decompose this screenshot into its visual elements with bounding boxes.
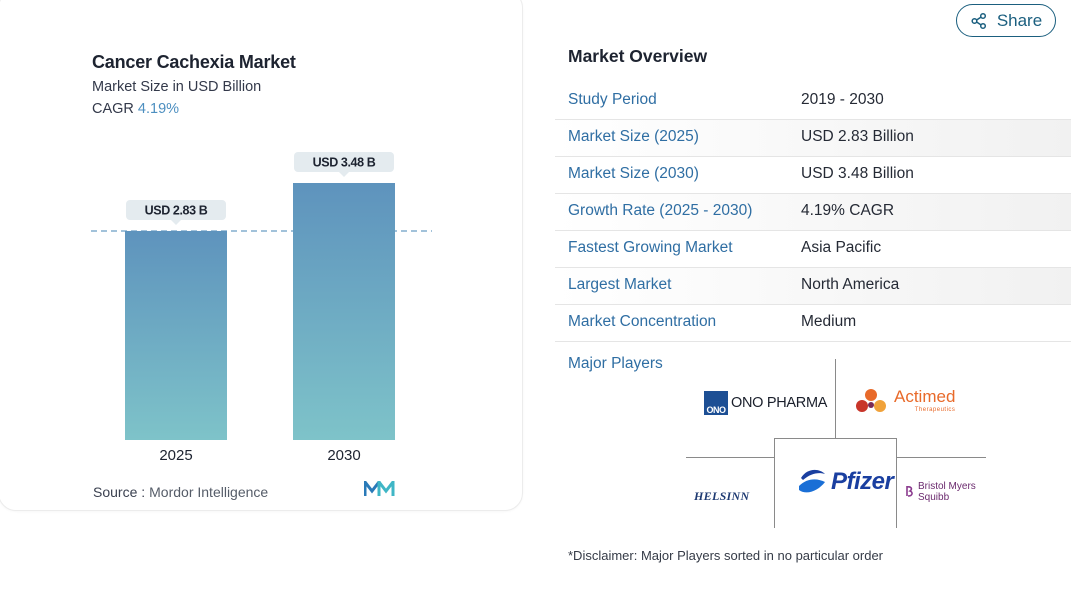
divider: [686, 457, 775, 458]
disclaimer: *Disclaimer: Major Players sorted in no …: [568, 548, 884, 563]
pfizer-logo-icon: [799, 469, 825, 493]
helsinn-logo-text: HELSINN: [694, 489, 750, 503]
overview-row: Market Size (2025) USD 2.83 Billion: [555, 120, 1071, 157]
overview-value: USD 2.83 Billion: [801, 128, 914, 145]
chart-subtitle: Market Size in USD Billion: [92, 79, 262, 95]
overview-table: Study Period 2019 - 2030 Market Size (202…: [555, 83, 1071, 342]
overview-value: 4.19% CAGR: [801, 202, 895, 219]
share-button[interactable]: Share: [956, 4, 1056, 37]
chart-title: Cancer Cachexia Market: [92, 52, 296, 72]
overview-title: Market Overview: [568, 46, 708, 66]
overview-value: USD 3.48 Billion: [801, 165, 914, 182]
bms-logo-line1: Bristol Myers: [918, 481, 976, 492]
data-label: USD 2.83 B: [145, 204, 208, 218]
ono-logo-text: ONO PHARMA: [731, 395, 828, 411]
actimed-logo-sub: Therapeutics: [914, 407, 956, 413]
actimed-logo[interactable]: Actimed Therapeutics: [854, 388, 955, 414]
chart-source: Source : Mordor Intelligence: [93, 484, 268, 500]
divider: [774, 438, 897, 439]
chart-card: [0, 0, 523, 511]
data-label-pointer: [171, 220, 181, 226]
bms-logo-text: Bristol Myers Squibb: [918, 481, 976, 503]
overview-row: Growth Rate (2025 - 2030) 4.19% CAGR: [555, 194, 1071, 231]
data-label: USD 3.48 B: [313, 156, 376, 170]
data-label-bg: [126, 200, 226, 221]
divider: [896, 457, 986, 458]
cagr-line: CAGR 4.19%: [92, 101, 179, 117]
mordor-logo-icon: [364, 481, 395, 496]
bristol-myers-squibb-logo[interactable]: Bristol Myers Squibb: [905, 481, 976, 503]
bms-logo-icon: [906, 486, 913, 497]
overview-row: Largest Market North America: [555, 268, 1071, 305]
actimed-logo-text: Actimed: [894, 387, 956, 406]
data-label-bg: [294, 152, 394, 172]
share-label: Share: [996, 10, 1043, 30]
bar: [125, 231, 227, 440]
bms-logo-line2: Squibb: [918, 492, 950, 503]
major-players-title[interactable]: Major Players: [568, 355, 663, 372]
data-label-pointer: [339, 172, 349, 177]
overview-row: Market Size (2030) USD 3.48 Billion: [555, 157, 1071, 194]
divider: [896, 438, 897, 528]
cagr-label: CAGR: [92, 101, 134, 117]
overview-value: 2019 - 2030: [801, 91, 884, 108]
overview-key[interactable]: Largest Market: [568, 276, 672, 293]
overview-row: Fastest Growing Market Asia Pacific: [555, 231, 1071, 268]
overview-key[interactable]: Growth Rate (2025 - 2030): [568, 202, 753, 219]
x-tick-label: 2030: [327, 447, 360, 464]
overview-key[interactable]: Study Period: [568, 91, 657, 108]
overview-row: Market Concentration Medium: [555, 305, 1071, 342]
pfizer-logo-text: Pfizer: [831, 468, 894, 495]
source-value: Mordor Intelligence: [149, 484, 269, 500]
x-tick-label: 2025: [159, 447, 192, 464]
divider: [835, 359, 836, 438]
overview-key[interactable]: Fastest Growing Market: [568, 239, 733, 256]
share-icon: [971, 12, 986, 29]
overview-key[interactable]: Market Concentration: [568, 313, 717, 330]
ono-pharma-logo[interactable]: ONO ONO PHARMA: [704, 391, 827, 415]
overview-key[interactable]: Market Size (2025): [568, 128, 699, 145]
actimed-logo-icon: [856, 389, 886, 412]
overview-value: North America: [801, 276, 900, 293]
overview-value: Asia Pacific: [801, 239, 882, 256]
source-label: Source :: [93, 484, 146, 500]
overview-key[interactable]: Market Size (2030): [568, 165, 699, 182]
bar-chart: USD 2.83 B 2025 USD 3.48 B 2030: [91, 152, 432, 464]
overview-row: Study Period 2019 - 2030: [555, 83, 1071, 120]
cagr-value: 4.19%: [137, 101, 180, 117]
pfizer-logo[interactable]: Pfizer: [797, 466, 894, 498]
bar: [293, 183, 395, 440]
helsinn-logo[interactable]: HELSINN: [694, 489, 749, 504]
divider: [774, 438, 775, 528]
ono-logo-icon: ONO: [704, 391, 728, 415]
overview-value: Medium: [801, 313, 857, 330]
